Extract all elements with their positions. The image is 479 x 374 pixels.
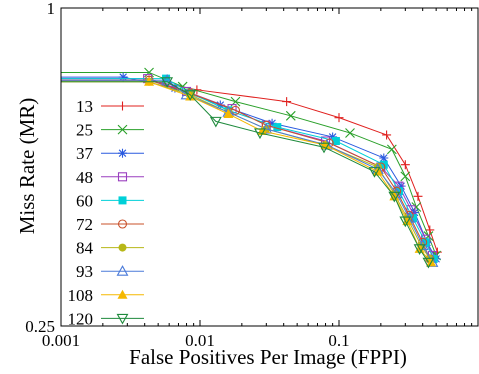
y-tick-label: 0.25 bbox=[25, 317, 55, 336]
series-layer bbox=[61, 67, 442, 269]
legend-marker-13 bbox=[118, 101, 127, 111]
data-point-37 bbox=[118, 72, 128, 82]
data-point-25 bbox=[386, 144, 397, 155]
y-tick-label: 1 bbox=[47, 0, 56, 18]
legend-marker-120 bbox=[116, 313, 129, 325]
legend-item-93: 93 bbox=[76, 262, 144, 281]
data-point-37 bbox=[379, 153, 389, 163]
x-tick-label: 0.01 bbox=[185, 331, 215, 350]
legend-label: 108 bbox=[68, 286, 94, 305]
data-point-120 bbox=[161, 77, 174, 88]
data-point-93 bbox=[161, 74, 174, 85]
data-point-25 bbox=[345, 128, 355, 138]
legend-item-25: 25 bbox=[76, 121, 144, 140]
data-point-60 bbox=[408, 214, 417, 223]
legend-background bbox=[62, 94, 158, 322]
legend-marker-108 bbox=[117, 289, 128, 299]
ticks-layer: 0.001 0.01 0.1 1 0.25 bbox=[25, 0, 473, 350]
data-point-13 bbox=[425, 225, 435, 235]
legend-item-84: 84 bbox=[76, 239, 144, 258]
data-point-120 bbox=[209, 116, 222, 128]
data-point-108 bbox=[402, 216, 413, 226]
series-120 bbox=[61, 77, 435, 269]
legend-label: 84 bbox=[76, 239, 94, 258]
legend-label: 93 bbox=[76, 262, 93, 281]
x-axis-label: False Positives Per Image (FPPI) bbox=[129, 345, 407, 369]
legend-label: 60 bbox=[76, 191, 93, 210]
data-point-120 bbox=[388, 191, 401, 203]
legend-marker-60 bbox=[118, 196, 127, 205]
legend-marker-37 bbox=[118, 148, 127, 158]
x-tick-label: 0.001 bbox=[42, 331, 80, 350]
data-point-13 bbox=[382, 130, 392, 140]
data-point-120 bbox=[318, 142, 330, 154]
legend-item-72: 72 bbox=[76, 215, 144, 234]
legend-label: 48 bbox=[76, 168, 93, 187]
legend-item-120: 120 bbox=[68, 309, 144, 328]
data-point-120 bbox=[368, 167, 381, 178]
x-tick-label: 0.1 bbox=[328, 331, 349, 350]
data-point-60 bbox=[331, 137, 340, 146]
legend-marker-25 bbox=[117, 124, 128, 135]
legend-marker-84 bbox=[118, 243, 127, 252]
legend-label: 37 bbox=[76, 144, 94, 163]
data-point-120 bbox=[254, 128, 266, 140]
data-point-13 bbox=[413, 191, 423, 201]
data-point-37 bbox=[267, 118, 277, 128]
data-point-60 bbox=[421, 238, 430, 247]
data-point-25 bbox=[285, 110, 296, 121]
data-point-120 bbox=[413, 244, 426, 255]
legend-item-60: 60 bbox=[76, 191, 144, 210]
y-axis-label: Miss Rate (MR) bbox=[15, 98, 39, 235]
data-point-13 bbox=[400, 160, 410, 170]
data-point-13 bbox=[282, 97, 292, 107]
data-point-60 bbox=[394, 187, 403, 196]
legend-item-108: 108 bbox=[68, 286, 144, 305]
data-point-37 bbox=[328, 132, 338, 142]
legend-label: 72 bbox=[76, 215, 93, 234]
legend-item-37: 37 bbox=[76, 144, 144, 163]
data-point-37 bbox=[396, 181, 406, 191]
legend-marker-93 bbox=[116, 265, 129, 276]
data-point-60 bbox=[273, 123, 282, 132]
data-point-60 bbox=[162, 74, 171, 83]
data-point-120 bbox=[422, 257, 435, 269]
data-point-120 bbox=[184, 90, 197, 101]
legend-label: 25 bbox=[76, 121, 93, 140]
legend-item-13: 13 bbox=[76, 97, 144, 116]
data-point-108 bbox=[185, 91, 196, 101]
legend-label: 120 bbox=[68, 309, 94, 328]
data-point-120 bbox=[399, 216, 412, 228]
legend-marker-48 bbox=[117, 172, 128, 182]
plot-frame bbox=[60, 7, 479, 327]
data-point-13 bbox=[334, 113, 344, 123]
data-point-108 bbox=[223, 108, 234, 118]
legend-item-48: 48 bbox=[76, 168, 144, 187]
legend: 13 25 37 48 60 72 84 93 108 120 bbox=[62, 94, 158, 328]
data-point-25 bbox=[400, 171, 411, 182]
series-line-120 bbox=[61, 81, 429, 263]
legend-label: 13 bbox=[76, 97, 93, 116]
legend-marker-72 bbox=[117, 219, 128, 229]
